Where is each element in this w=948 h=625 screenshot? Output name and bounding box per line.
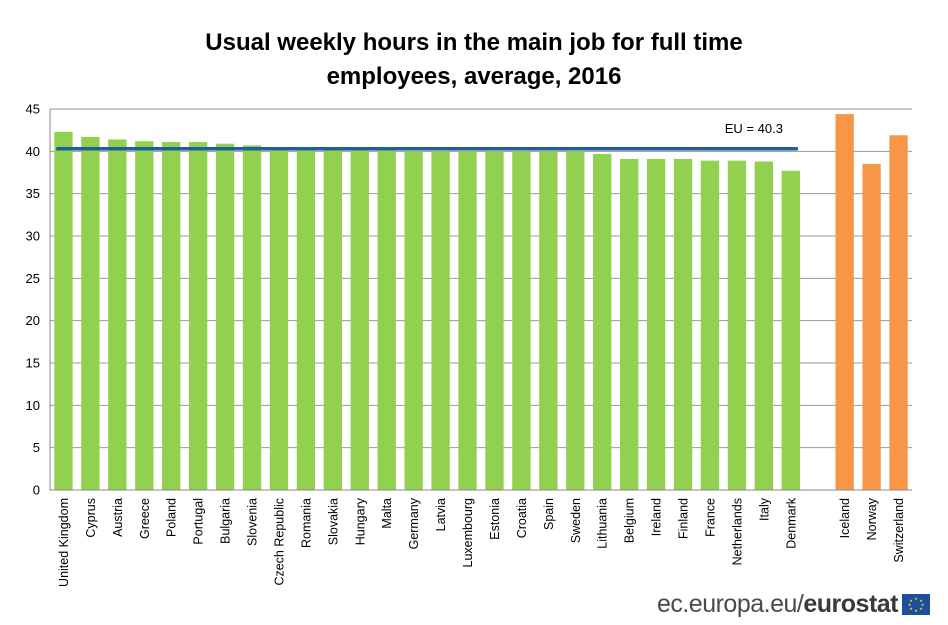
x-tick-label: Luxembourg xyxy=(461,498,475,568)
bar xyxy=(350,150,369,490)
bar xyxy=(593,153,612,490)
x-tick-label: Denmark xyxy=(784,497,798,548)
bar xyxy=(135,141,154,490)
bar xyxy=(539,151,558,491)
bars xyxy=(54,114,908,491)
x-tick-label: Ireland xyxy=(650,498,664,536)
bar xyxy=(54,131,73,491)
x-tick-label: Switzerland xyxy=(892,498,906,563)
x-tick-label: Iceland xyxy=(838,498,852,538)
x-tick-label: United Kingdom xyxy=(57,498,71,587)
bar xyxy=(404,151,423,491)
eu-average-label: EU = 40.3 xyxy=(725,121,783,136)
x-tick-label: Slovakia xyxy=(326,498,340,545)
x-tick-label: Romania xyxy=(299,498,313,548)
svg-text:★: ★ xyxy=(914,608,918,613)
source-credit: ec.europa.eu/eurostat xyxy=(656,590,899,619)
y-tick-label: 15 xyxy=(26,356,40,371)
x-tick-label: Sweden xyxy=(569,498,583,543)
svg-text:★: ★ xyxy=(909,606,913,611)
x-tick-label: Spain xyxy=(542,498,556,530)
bar xyxy=(700,160,720,490)
x-tick-label: Lithuania xyxy=(596,498,610,549)
y-tick-label: 20 xyxy=(26,313,40,328)
x-tick-label: Estonia xyxy=(488,498,502,540)
x-axis-labels: United Kingdom Cyprus Austria Greece Poland P… xyxy=(57,497,906,587)
chart-title-line-1: Usual weekly hours in the main job for f… xyxy=(205,29,743,56)
y-tick-label: 0 xyxy=(33,483,40,498)
bar xyxy=(485,151,504,491)
y-tick-label: 5 xyxy=(33,440,40,455)
bar xyxy=(619,158,639,490)
x-tick-label: Greece xyxy=(138,498,152,539)
bar xyxy=(431,151,450,491)
eu-average-line: EU = 40.3 xyxy=(56,121,798,151)
bar xyxy=(781,170,800,490)
y-axis-ticks: 0 5 10 15 20 25 30 35 40 45 xyxy=(26,102,40,498)
source-brand: eurostat xyxy=(803,590,898,618)
bar xyxy=(458,151,477,491)
bar xyxy=(162,142,181,490)
x-tick-label: Germany xyxy=(407,497,421,549)
x-tick-label: Malta xyxy=(380,498,394,529)
svg-text:★: ★ xyxy=(914,596,918,601)
bar xyxy=(889,135,908,490)
x-tick-label: Finland xyxy=(677,498,691,539)
bar xyxy=(727,160,747,490)
x-tick-label: Latvia xyxy=(434,498,448,531)
bar xyxy=(673,158,693,490)
x-tick-label: Portugal xyxy=(192,498,206,545)
bar xyxy=(188,142,208,490)
x-tick-label: Norway xyxy=(865,497,879,540)
svg-text:★: ★ xyxy=(919,606,923,611)
bar xyxy=(269,147,289,490)
bar xyxy=(377,150,396,490)
x-tick-label: Belgium xyxy=(623,498,637,543)
bar xyxy=(296,147,316,490)
bar xyxy=(754,161,774,490)
x-tick-label: Czech Republic xyxy=(272,498,286,586)
bar xyxy=(862,164,881,491)
x-tick-label: Hungary xyxy=(353,497,367,545)
x-tick-label: Poland xyxy=(165,498,179,537)
source-domain: ec.europa.eu/ xyxy=(656,590,804,618)
y-tick-label: 35 xyxy=(26,186,40,201)
bar xyxy=(108,139,127,491)
x-tick-label: Croatia xyxy=(515,498,529,538)
x-tick-label: France xyxy=(703,498,717,537)
svg-text:★: ★ xyxy=(908,602,912,607)
y-tick-label: 45 xyxy=(26,102,40,117)
x-tick-label: Austria xyxy=(111,498,125,537)
bar xyxy=(215,143,235,491)
y-tick-label: 30 xyxy=(26,229,40,244)
x-tick-label: Bulgaria xyxy=(219,498,233,544)
y-tick-label: 25 xyxy=(26,271,40,286)
chart-title: Usual weekly hours in the main job for f… xyxy=(0,26,948,94)
bar xyxy=(566,151,585,491)
x-tick-label: Netherlands xyxy=(730,498,744,565)
bar xyxy=(512,151,531,491)
svg-text:★: ★ xyxy=(919,598,923,603)
chart-title-line-2: employees, average, 2016 xyxy=(326,63,622,90)
bar xyxy=(646,158,666,490)
y-tick-label: 40 xyxy=(26,144,40,159)
bar xyxy=(242,145,262,490)
bar xyxy=(835,114,854,490)
svg-text:★: ★ xyxy=(909,598,913,603)
x-tick-label: Cyprus xyxy=(84,498,98,538)
x-tick-label: Slovenia xyxy=(246,498,260,546)
bar xyxy=(81,136,100,490)
eu-flag-icon: ★ ★ ★ ★ ★ ★ ★ ★ xyxy=(902,594,930,615)
y-tick-label: 10 xyxy=(26,398,40,413)
svg-text:★: ★ xyxy=(921,602,925,607)
x-tick-label: Italy xyxy=(757,497,771,521)
bar xyxy=(323,147,343,490)
